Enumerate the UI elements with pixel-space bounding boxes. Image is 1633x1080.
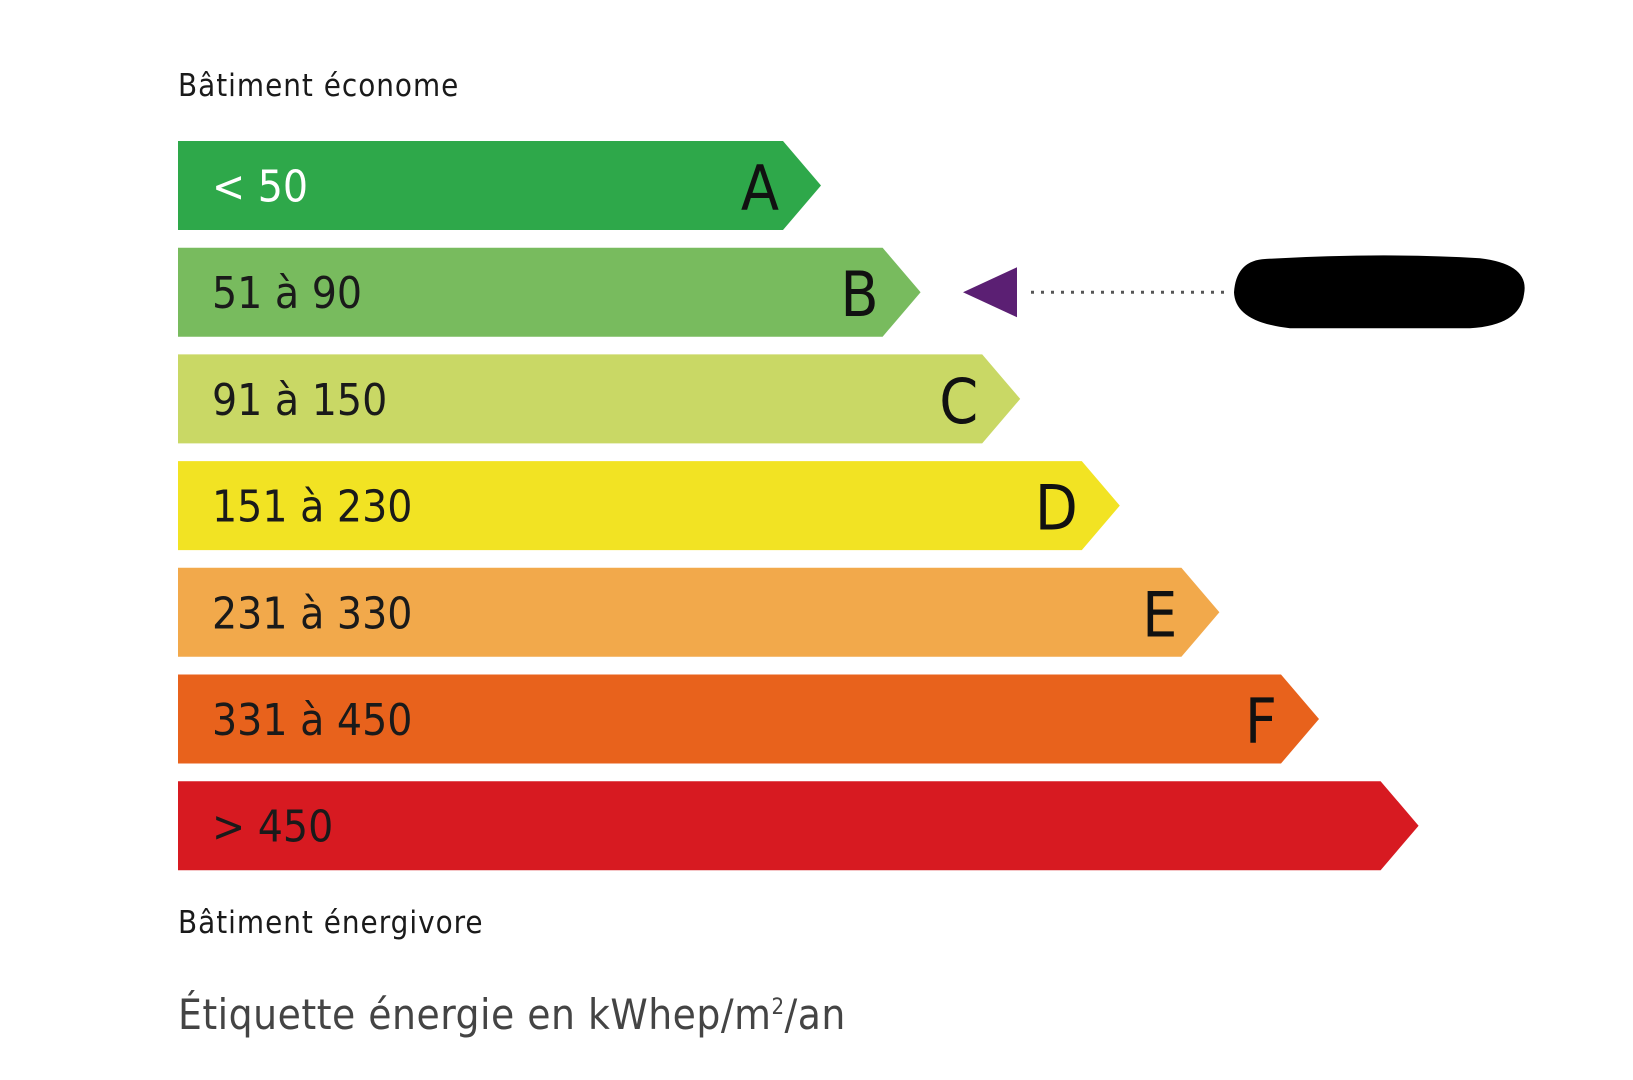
bar-shape-B (178, 247, 921, 337)
range-label-B: 51 à 90 (212, 268, 362, 319)
bar-shape-E (178, 567, 1220, 657)
bar-shape-A (178, 141, 821, 230)
bar-C: 91 à 150 C (178, 354, 1021, 444)
top-label-efficient: Bâtiment économe (178, 68, 460, 104)
range-label-E: 231 à 330 (212, 588, 412, 639)
redacted-value-blob (1234, 255, 1525, 329)
bar-B: 51 à 90 B (178, 247, 921, 337)
class-letter-D: D (1035, 472, 1078, 545)
bar-A: < 50 A (178, 141, 821, 230)
range-label-A: < 50 (212, 162, 308, 213)
caption-text-end: /an (784, 990, 846, 1039)
class-letter-B: B (840, 258, 878, 331)
caption-superscript: 2 (771, 995, 785, 1020)
rating-marker (963, 255, 1525, 329)
class-letter-F: F (1245, 685, 1277, 758)
caption-text: Étiquette énergie en kWhep/m (178, 990, 772, 1039)
range-label-C: 91 à 150 (212, 375, 387, 426)
bar-shape-G (178, 781, 1419, 871)
class-letter-C: C (939, 365, 978, 438)
marker-arrow-icon (963, 267, 1017, 318)
class-letter-E: E (1142, 578, 1177, 651)
bar-D: 151 à 230 D (178, 461, 1120, 551)
bottom-label-energy-hungry: Bâtiment énergivore (178, 905, 484, 941)
class-letter-A: A (741, 152, 779, 225)
range-label-F: 331 à 450 (212, 695, 412, 746)
bar-F: 331 à 450 F (178, 674, 1319, 764)
range-label-D: 151 à 230 (212, 482, 412, 533)
bar-shape-C (178, 354, 1021, 444)
bar-shape-F (178, 674, 1319, 764)
bar-shape-D (178, 461, 1120, 551)
bar-G: > 450 (178, 781, 1419, 871)
range-label-G: > 450 (212, 802, 333, 853)
bar-E: 231 à 330 E (178, 567, 1220, 657)
caption: Étiquette énergie en kWhep/m2/an (178, 990, 846, 1039)
